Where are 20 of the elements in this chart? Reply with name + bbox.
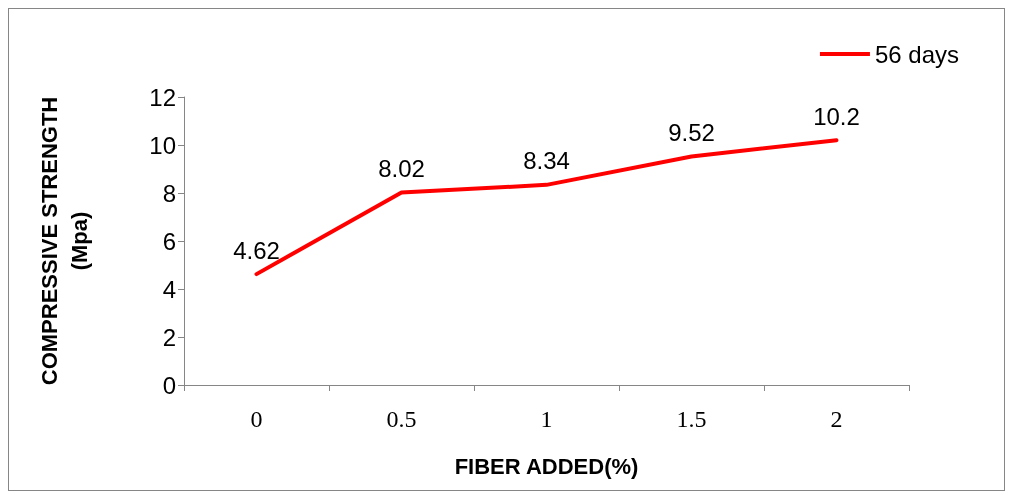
data-label: 8.34 xyxy=(523,147,570,175)
y-tick-label: 4 xyxy=(162,275,176,303)
data-label: 8.02 xyxy=(378,155,425,183)
x-axis-title: FIBER ADDED(%) xyxy=(454,453,639,479)
x-tick-label: 1.5 xyxy=(676,406,707,432)
x-tick-label: 1 xyxy=(540,406,553,432)
y-tick-label: 10 xyxy=(149,131,176,159)
data-label: 9.52 xyxy=(668,119,715,147)
y-tick-label: 0 xyxy=(162,371,176,399)
x-tick-label: 0 xyxy=(250,406,263,432)
legend-label: 56 days xyxy=(874,40,959,68)
data-label: 10.2 xyxy=(813,102,860,130)
y-tick-label: 8 xyxy=(162,179,176,207)
x-tick-label: 0.5 xyxy=(386,406,417,432)
y-tick-label: 12 xyxy=(149,83,176,111)
x-tick-label: 2 xyxy=(830,406,843,432)
y-tick-label: 6 xyxy=(162,227,176,255)
y-axis-title: COMPRESSIVE STRENGTH (Mpa) xyxy=(36,96,92,386)
data-label: 4.62 xyxy=(233,236,280,264)
y-tick-label: 2 xyxy=(162,323,176,351)
